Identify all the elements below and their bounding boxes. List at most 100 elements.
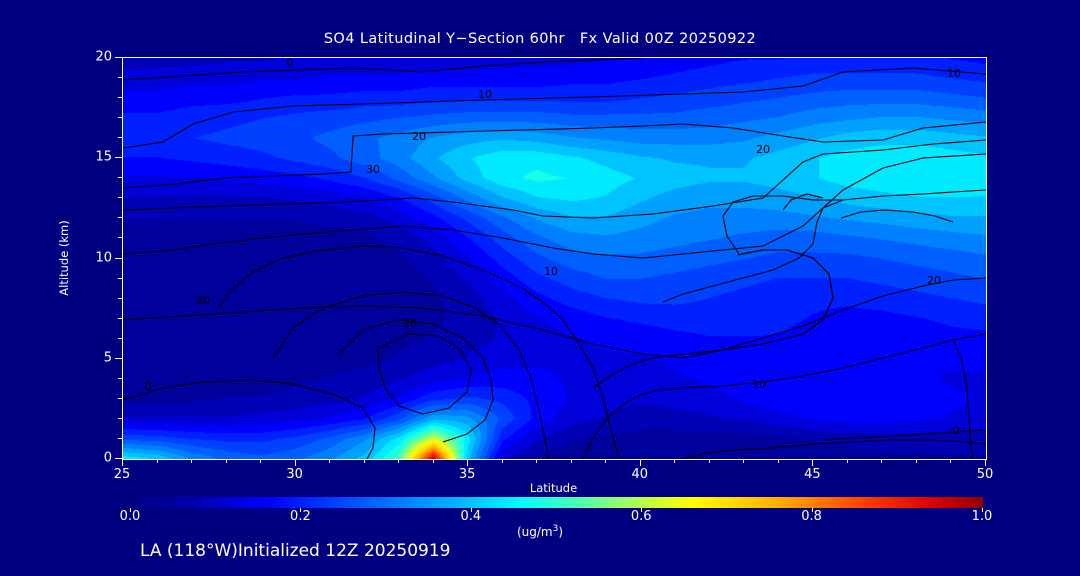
y-tick-label: 15	[95, 149, 112, 165]
x-tick-minor	[570, 459, 572, 463]
colorbar-tick	[130, 508, 131, 512]
x-tick-minor	[329, 459, 331, 463]
colorbar-tick-label: 0.2	[290, 509, 311, 524]
contour-line	[782, 193, 824, 211]
x-tick-minor	[708, 459, 710, 463]
y-tick-major	[115, 357, 122, 359]
contour-line	[952, 339, 974, 459]
contour-line	[123, 139, 986, 219]
y-tick-minor	[118, 397, 122, 399]
contour-label: 20	[403, 317, 417, 330]
x-tick-minor	[501, 459, 503, 463]
y-axis-title: Altitude (km)	[57, 220, 71, 296]
chart-title: SO4 Latitudinal Y−Section 60hr Fx Valid …	[323, 31, 757, 47]
x-tick-minor	[950, 459, 952, 463]
y-tick-minor	[118, 377, 122, 379]
colorbar-tick-label: 0.0	[119, 509, 141, 524]
colorbar-ticks	[130, 508, 983, 514]
footer-caption: LA (118°W)Initialized 12Z 20250919	[140, 541, 451, 561]
colorbar-units-label: (ug/m3)	[0, 524, 1080, 539]
contour-label: 10	[752, 378, 766, 391]
contour-line	[123, 121, 986, 189]
y-tick-minor	[118, 137, 122, 139]
y-tick-minor	[118, 217, 122, 219]
y-tick-major	[115, 57, 122, 58]
units-prefix: (ug/m	[516, 525, 553, 539]
y-tick-minor	[118, 77, 122, 79]
x-tick-major	[122, 459, 123, 466]
y-tick-minor	[118, 197, 122, 199]
x-tick-major	[639, 459, 641, 466]
colorbar-tick-label: 0.4	[460, 509, 482, 524]
x-axis-title: Latitude	[529, 481, 578, 495]
contour-line	[123, 379, 376, 459]
contour-label: 10	[478, 88, 492, 101]
contour-line	[582, 333, 986, 459]
x-tick-label: 35	[458, 467, 476, 482]
y-tick-label: 10	[95, 250, 112, 265]
contour-label: 10	[544, 265, 558, 278]
x-tick-major	[985, 459, 986, 466]
colorbar-tick	[641, 508, 642, 512]
contour-line	[722, 195, 843, 255]
x-tick-minor	[260, 459, 262, 463]
x-tick-minor	[363, 459, 365, 463]
x-tick-minor	[398, 459, 400, 463]
colorbar-tick-label: 0.8	[801, 509, 822, 524]
heatmap-canvas	[123, 58, 986, 459]
x-tick-minor	[777, 459, 779, 463]
contour-line	[123, 67, 986, 149]
colorbar-tick-label: 1.0	[971, 509, 993, 524]
colorbar-gradient	[130, 497, 983, 508]
x-tick-minor	[915, 459, 917, 463]
x-tick-label: 50	[976, 467, 994, 482]
contour-line	[682, 439, 986, 459]
plot-area: 0 10 20 10 20 30 20 20 20 0 10 10 0	[122, 57, 987, 460]
contour-label: 30	[366, 163, 380, 176]
contour-overlay: 0 10 20 10 20 30 20 20 20 0 10 10 0	[123, 58, 986, 459]
x-tick-label: 45	[804, 467, 821, 482]
y-tick-minor	[118, 437, 122, 439]
colorbar-tick	[471, 508, 472, 512]
x-tick-minor	[156, 459, 158, 463]
contour-line	[840, 209, 954, 223]
contour-line	[737, 249, 834, 335]
contour-label: 0	[145, 380, 152, 393]
contour-line	[592, 249, 834, 389]
x-tick-minor	[674, 459, 676, 463]
contour-label: 0	[287, 57, 294, 69]
y-tick-minor	[118, 337, 122, 339]
contour-line	[337, 319, 494, 443]
y-tick-minor	[118, 277, 122, 279]
contour-label: 0	[953, 424, 960, 437]
x-tick-major	[467, 459, 469, 466]
x-tick-minor	[225, 459, 227, 463]
units-suffix: )	[558, 525, 564, 539]
y-tick-major	[115, 257, 122, 259]
contour-line	[123, 277, 986, 359]
x-tick-minor	[881, 459, 883, 463]
y-tick-minor	[118, 237, 122, 239]
y-tick-major	[115, 157, 122, 159]
y-tick-minor	[118, 97, 122, 99]
y-tick-minor	[118, 117, 122, 119]
x-tick-major	[812, 459, 814, 466]
contour-label: 10	[947, 67, 961, 80]
contour-line	[662, 189, 986, 303]
colorbar	[130, 497, 983, 508]
contour-line	[272, 291, 550, 459]
x-tick-label: 25	[113, 467, 131, 482]
x-tick-minor	[846, 459, 848, 463]
y-tick-label: 20	[95, 49, 112, 65]
x-tick-minor	[743, 459, 745, 463]
y-tick-label: 0	[103, 450, 112, 466]
contour-label: 20	[412, 130, 426, 143]
x-tick-minor	[191, 459, 193, 463]
y-tick-minor	[118, 297, 122, 299]
x-tick-minor	[432, 459, 434, 463]
x-tick-label: 40	[631, 467, 649, 482]
units-exponent: 3	[552, 524, 559, 534]
contour-label: 20	[756, 143, 770, 156]
x-tick-minor	[605, 459, 607, 463]
